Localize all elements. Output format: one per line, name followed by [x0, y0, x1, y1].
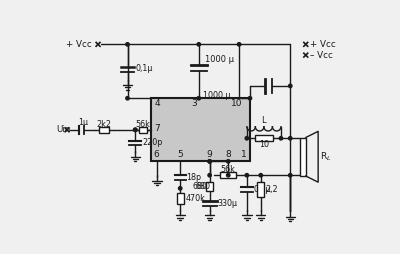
- Text: 56k: 56k: [136, 120, 150, 129]
- Bar: [139, 127, 147, 133]
- Bar: [206, 182, 213, 192]
- Text: 5: 5: [177, 150, 183, 159]
- Circle shape: [178, 187, 182, 190]
- Text: 680: 680: [195, 182, 210, 191]
- Circle shape: [288, 137, 292, 140]
- Text: 330µ: 330µ: [218, 199, 238, 208]
- Bar: [257, 182, 264, 197]
- Text: 6: 6: [154, 150, 160, 159]
- Bar: [99, 127, 109, 133]
- Text: – Vcc: – Vcc: [310, 51, 332, 60]
- Text: 9: 9: [206, 150, 212, 159]
- Circle shape: [134, 128, 137, 132]
- Text: 18p: 18p: [186, 173, 202, 182]
- Text: + Vcc: + Vcc: [66, 40, 91, 49]
- Text: 8: 8: [225, 150, 231, 159]
- Bar: [300, 137, 306, 176]
- Circle shape: [134, 128, 137, 132]
- Text: 0,1µ: 0,1µ: [135, 65, 153, 73]
- Text: 56k: 56k: [220, 165, 235, 174]
- Bar: [151, 98, 250, 161]
- Text: 1000 µ: 1000 µ: [205, 55, 234, 64]
- Circle shape: [208, 160, 211, 163]
- Text: 470k: 470k: [185, 194, 205, 203]
- Circle shape: [288, 173, 292, 177]
- Text: 1000 µ: 1000 µ: [203, 91, 230, 100]
- Circle shape: [237, 43, 241, 46]
- Circle shape: [226, 173, 230, 177]
- Circle shape: [208, 160, 211, 163]
- Circle shape: [126, 97, 129, 100]
- Text: 7: 7: [155, 124, 160, 133]
- Text: R$_L$: R$_L$: [320, 151, 331, 163]
- Circle shape: [197, 43, 200, 46]
- Text: 680: 680: [193, 182, 208, 191]
- Text: L: L: [262, 116, 266, 125]
- Text: + Vcc: + Vcc: [310, 40, 335, 49]
- Text: 4: 4: [155, 99, 160, 108]
- Text: Uin: Uin: [56, 125, 70, 134]
- Bar: [220, 172, 236, 178]
- Circle shape: [126, 43, 129, 46]
- Text: 10: 10: [231, 99, 243, 108]
- Circle shape: [248, 97, 252, 100]
- Circle shape: [259, 173, 262, 177]
- Circle shape: [208, 173, 211, 177]
- Bar: [177, 193, 184, 204]
- Text: 1: 1: [241, 150, 246, 159]
- Circle shape: [279, 137, 283, 140]
- Text: 2,2: 2,2: [266, 185, 278, 194]
- Text: 220p: 220p: [142, 138, 163, 147]
- Text: 2k2: 2k2: [97, 120, 112, 129]
- Text: 0,1µ: 0,1µ: [254, 185, 271, 194]
- Circle shape: [197, 97, 200, 100]
- Text: 3: 3: [191, 99, 197, 108]
- Circle shape: [226, 160, 230, 163]
- Circle shape: [245, 137, 248, 140]
- Text: 10: 10: [259, 140, 269, 149]
- Text: 1µ: 1µ: [78, 118, 88, 127]
- Circle shape: [245, 173, 248, 177]
- Bar: [254, 135, 273, 141]
- Circle shape: [288, 84, 292, 88]
